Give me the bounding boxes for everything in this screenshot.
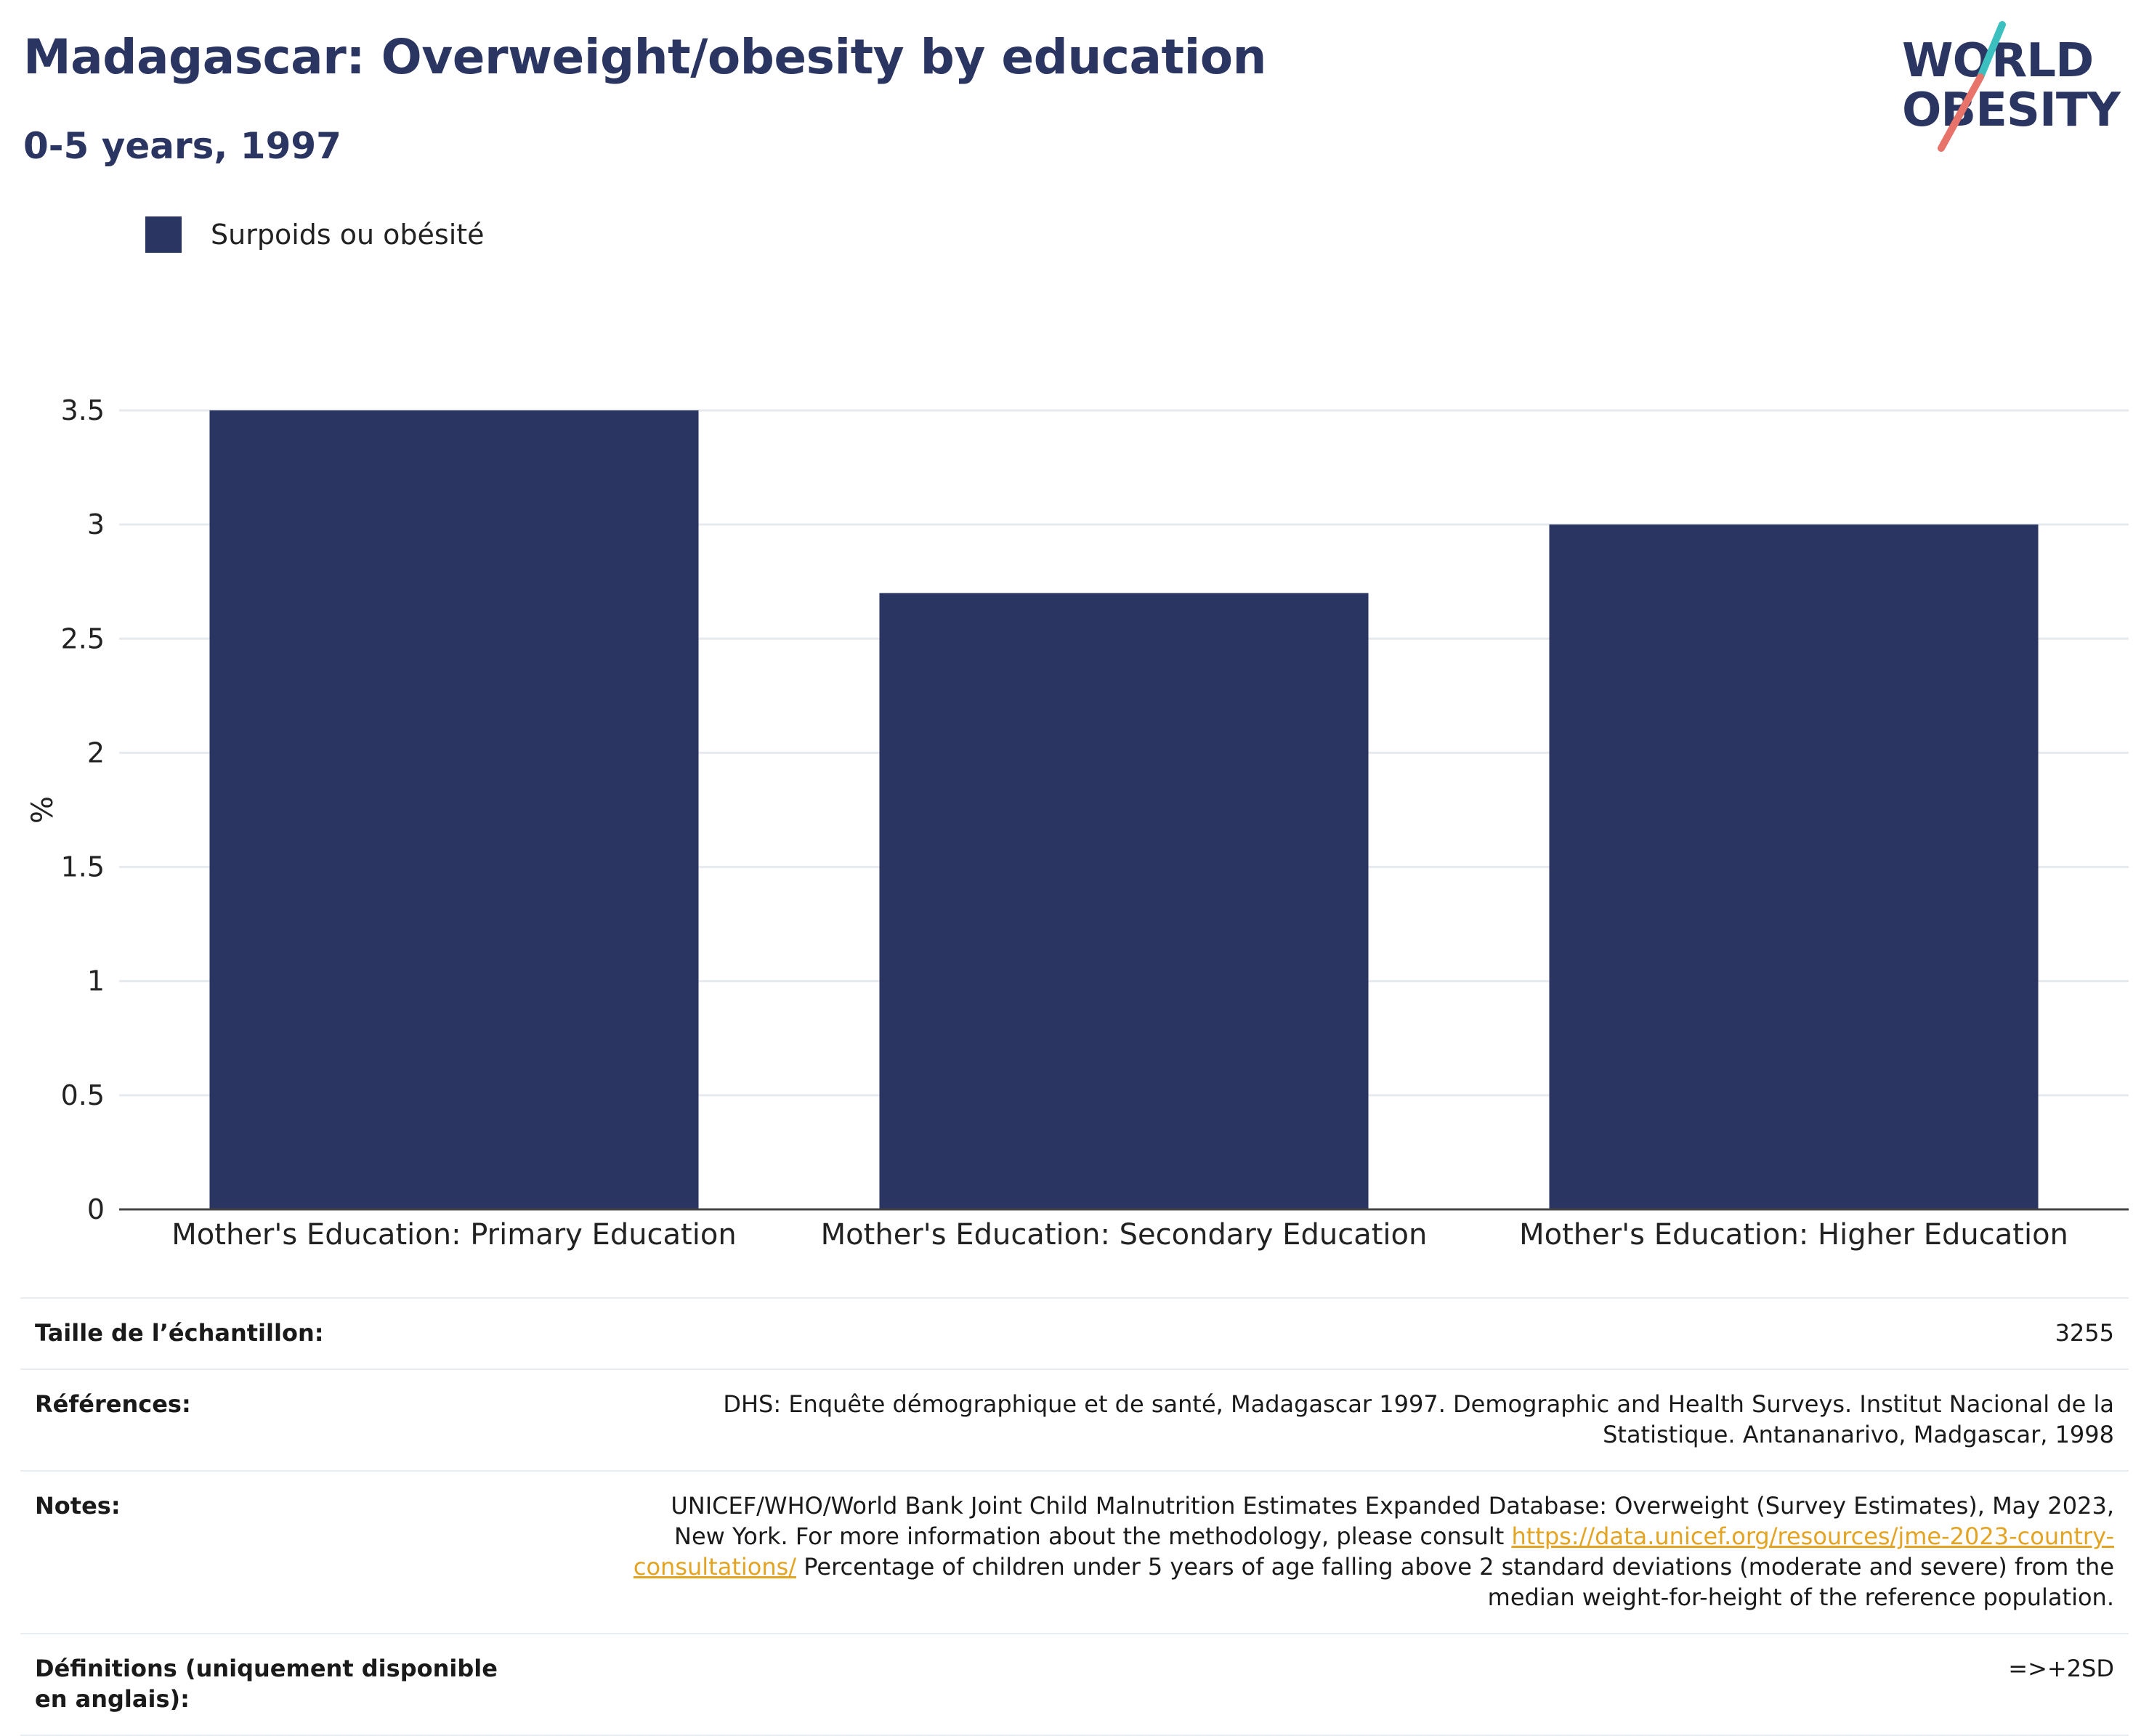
notes-row: Notes: UNICEF/WHO/World Bank Joint Child…: [20, 1470, 2129, 1633]
sample-size-label: Taille de l’échantillon:: [35, 1319, 324, 1347]
y-tick-labels: 0 0.5 1 1.5 2 2.5 3 3.5: [61, 394, 105, 1225]
y-tick-label: 1: [87, 965, 105, 997]
bar[interactable]: [879, 593, 1369, 1209]
x-tick-labels: Mother's Education: Primary Education Mot…: [171, 1218, 2068, 1252]
bar-chart: 0 0.5 1 1.5 2 2.5 3 3.5 Mother's Education: Pri…: [26, 394, 2129, 1252]
bar[interactable]: [1549, 524, 2039, 1209]
y-tick-label: 2.5: [61, 622, 105, 654]
sample-size-row: Taille de l’échantillon: 3255: [20, 1297, 2129, 1368]
notes-label: Notes:: [35, 1492, 121, 1520]
y-tick-label: 3: [87, 508, 105, 540]
bar[interactable]: [209, 410, 699, 1209]
x-tick-label: Mother's Education: Secondary Education: [821, 1218, 1428, 1252]
chart-legend[interactable]: Surpoids ou obésité: [145, 216, 485, 253]
notes-text-2: Percentage of children under 5 years of …: [796, 1553, 2114, 1611]
bars: [209, 410, 2039, 1209]
info-table: Taille de l’échantillon: 3255 Références…: [20, 1297, 2129, 1736]
sample-size-value: 3255: [2055, 1319, 2114, 1347]
chart-title: Madagascar: Overweight/obesity by educat…: [23, 29, 1267, 85]
y-axis-label: %: [26, 796, 60, 824]
legend-swatch: [145, 216, 182, 253]
y-tick-label: 0.5: [61, 1079, 105, 1111]
logo-line-1: WORLD: [1902, 34, 2094, 88]
y-tick-label: 3.5: [61, 394, 105, 426]
y-tick-label: 1.5: [61, 851, 105, 883]
definitions-value: =>+2SD: [2008, 1655, 2114, 1682]
references-label: Références:: [35, 1390, 191, 1418]
logo-slash-icon: [1938, 21, 2006, 152]
x-tick-label: Mother's Education: Primary Education: [171, 1218, 736, 1252]
notes-value: UNICEF/WHO/World Bank Joint Child Malnut…: [625, 1490, 2114, 1613]
x-tick-label: Mother's Education: Higher Education: [1519, 1218, 2068, 1252]
y-tick-label: 0: [87, 1193, 105, 1225]
definitions-label: Définitions (uniquement disponible en an…: [35, 1655, 498, 1713]
references-row: Références: DHS: Enquête démographique e…: [20, 1368, 2129, 1470]
y-tick-label: 2: [87, 737, 105, 768]
definitions-row: Définitions (uniquement disponible en an…: [20, 1633, 2129, 1736]
references-value: DHS: Enquête démographique et de santé, …: [723, 1390, 2114, 1448]
methodology-link[interactable]: https://data.unicef.org/resources/jme-20…: [633, 1522, 2114, 1581]
notes-text-1: UNICEF/WHO/World Bank Joint Child Malnut…: [671, 1492, 2114, 1550]
chart-subtitle: 0-5 years, 1997: [23, 125, 341, 167]
logo-line-2: OBESITY: [1902, 84, 2121, 137]
world-obesity-logo: WORLD OBESITY: [1889, 20, 2136, 158]
legend-label: Surpoids ou obésité: [211, 219, 485, 251]
